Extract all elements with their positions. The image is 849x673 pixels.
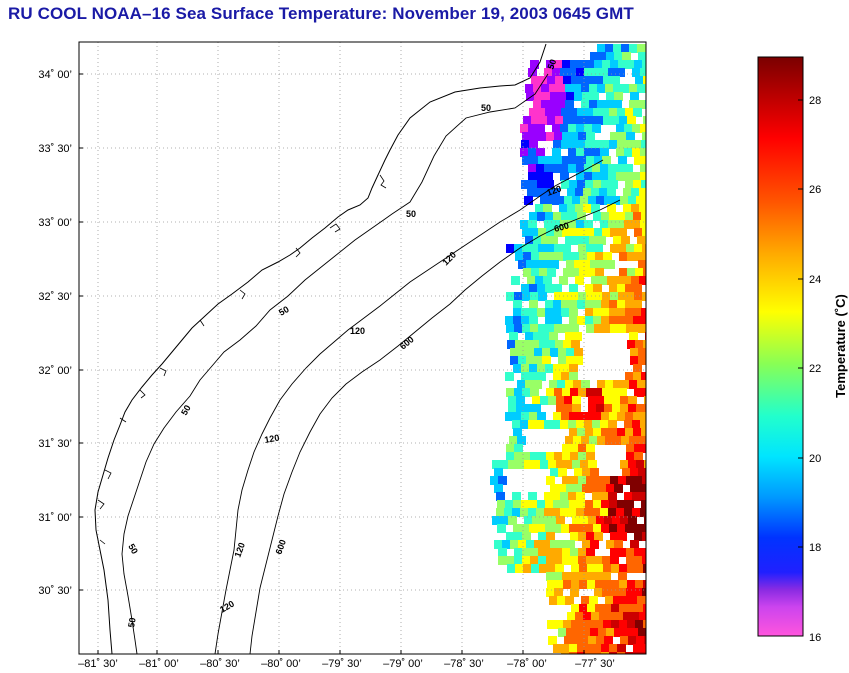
contour-label: 120 bbox=[264, 433, 281, 445]
contour-label: 600 bbox=[553, 220, 570, 234]
lat-label: 34˚ 00’ bbox=[38, 69, 72, 81]
lat-label: 33˚ 00’ bbox=[38, 217, 72, 229]
lat-label: 32˚ 30’ bbox=[38, 291, 72, 303]
lon-label: –79˚ 00’ bbox=[383, 658, 423, 670]
isobath-120 bbox=[214, 159, 604, 655]
sst-swath bbox=[490, 44, 646, 654]
lon-label: –79˚ 30’ bbox=[322, 658, 362, 670]
contour-label: 50 bbox=[126, 542, 140, 556]
lat-label: 30˚ 30’ bbox=[38, 585, 72, 597]
contour-label: 120 bbox=[350, 326, 365, 336]
contour-label: 120 bbox=[545, 183, 563, 198]
colorbar-tick: 16 bbox=[809, 632, 821, 644]
lon-label: –78˚ 30’ bbox=[444, 658, 484, 670]
coastline bbox=[94, 43, 547, 655]
contour-label: 120 bbox=[232, 541, 247, 559]
colorbar-ramp bbox=[757, 56, 804, 637]
lon-label: –77˚ 30’ bbox=[575, 658, 615, 670]
colorbar-tick: 24 bbox=[809, 274, 821, 286]
contour-label: 50 bbox=[406, 209, 416, 219]
colorbar-tick: 20 bbox=[809, 453, 821, 465]
lon-label: –80˚ 30’ bbox=[200, 658, 240, 670]
lon-label: –81˚ 30’ bbox=[78, 658, 118, 670]
colorbar-title: Temperature (˚C) bbox=[833, 294, 848, 398]
lat-label: 32˚ 00’ bbox=[38, 365, 72, 377]
lon-label: –80˚ 00’ bbox=[261, 658, 301, 670]
contour-label: 50 bbox=[481, 103, 491, 113]
colorbar: 28 26 24 22 20 18 16 Temperature (˚C) bbox=[757, 56, 848, 644]
contour-label: 50 bbox=[545, 58, 558, 71]
contour-label: 50 bbox=[126, 617, 138, 629]
lon-label: –81˚ 00’ bbox=[139, 658, 179, 670]
graticule bbox=[79, 42, 646, 654]
colorbar-tick: 26 bbox=[809, 184, 821, 196]
latitude-axis: 34˚ 00’ 33˚ 30’ 33˚ 00’ 32˚ 30’ 32˚ 00’ … bbox=[38, 69, 83, 597]
isobath-50 bbox=[121, 73, 549, 655]
lat-label: 31˚ 30’ bbox=[38, 438, 72, 450]
isobath-600 bbox=[249, 199, 621, 655]
map-title: RU COOL NOAA–16 Sea Surface Temperature:… bbox=[8, 4, 634, 23]
contour-label: 600 bbox=[273, 538, 288, 556]
colorbar-tick: 22 bbox=[809, 363, 821, 375]
lon-label: –78˚ 00’ bbox=[507, 658, 547, 670]
map-border bbox=[78, 41, 647, 655]
lat-label: 31˚ 00’ bbox=[38, 512, 72, 524]
colorbar-tick: 28 bbox=[809, 95, 821, 107]
contour-label: 50 bbox=[277, 304, 291, 318]
longitude-axis: –81˚ 30’ –81˚ 00’ –80˚ 30’ –80˚ 00’ –79˚… bbox=[78, 650, 615, 670]
lat-label: 33˚ 30’ bbox=[38, 143, 72, 155]
colorbar-tick: 18 bbox=[809, 542, 821, 554]
contour-label: 50 bbox=[179, 403, 193, 417]
